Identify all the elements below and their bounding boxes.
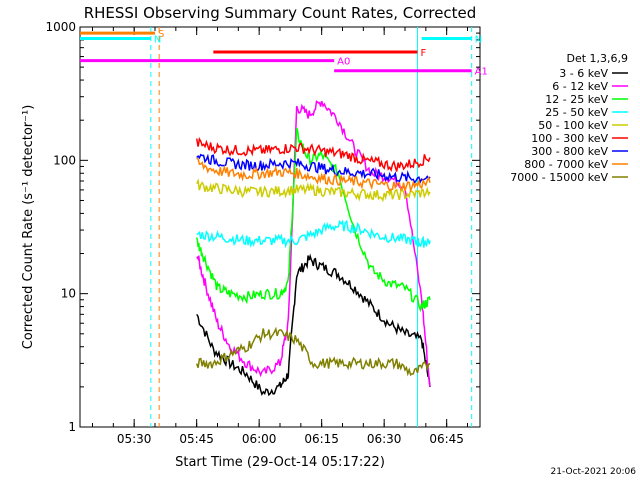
y-tick-label: 100	[53, 153, 76, 167]
series-line-3	[196, 219, 431, 249]
flag-label: A0	[337, 57, 350, 68]
x-tick-label: 06:00	[242, 432, 277, 446]
x-tick-label: 05:30	[117, 432, 152, 446]
flag-label: S	[158, 29, 164, 40]
legend-entry-label: 300 - 800 keV	[531, 145, 608, 158]
series-line-6	[196, 153, 431, 184]
x-tick-label: 06:15	[304, 432, 339, 446]
x-axis-label: Start Time (29-Oct-14 05:17:22)	[175, 455, 385, 470]
y-tick-label: 10	[61, 287, 76, 301]
y-tick-label: 1	[68, 420, 76, 434]
x-tick-label: 06:30	[367, 432, 402, 446]
flag-label: N	[475, 34, 482, 45]
plot-frame	[79, 26, 481, 428]
legend-entry-label: 3 - 6 keV	[559, 67, 608, 80]
legend-entry-label: 12 - 25 keV	[545, 93, 608, 106]
series-lines	[195, 100, 431, 397]
y-tick-label: 1000	[45, 20, 76, 34]
flag-label: F	[421, 48, 427, 59]
footer-timestamp: 21-Oct-2021 20:06	[551, 467, 637, 477]
series-line-5	[195, 137, 431, 173]
flag-label: A1	[475, 67, 488, 78]
vertical-markers	[150, 27, 473, 427]
legend-entry-label: 25 - 50 keV	[545, 106, 608, 119]
legend-entry-label: 50 - 100 keV	[538, 119, 608, 132]
series-line-1	[196, 100, 431, 388]
x-tick-label: 05:45	[179, 432, 214, 446]
legend-title: Det 1,3,6,9	[566, 52, 628, 65]
series-line-2	[195, 127, 431, 313]
series-line-7	[196, 157, 431, 193]
flag-label: N	[154, 34, 161, 45]
x-tick-label: 06:45	[429, 432, 464, 446]
legend-entry-label: 100 - 300 keV	[531, 132, 608, 145]
series-line-8	[195, 326, 431, 377]
y-axis: 1 10 100 1000	[45, 20, 480, 434]
y-axis-label: Corrected Count Rate (s⁻¹ detector⁻¹)	[21, 105, 36, 350]
legend-entry-label: 800 - 7000 keV	[524, 158, 608, 171]
chart-title: RHESSI Observing Summary Count Rates, Co…	[84, 4, 477, 22]
legend-entry-label: 6 - 12 keV	[552, 80, 608, 93]
series-line-0	[196, 253, 431, 397]
legend-entry-label: 7000 - 15000 keV	[510, 171, 608, 184]
x-axis: 05:30 05:45 06:00 06:15 06:30 06:45	[92, 27, 468, 446]
